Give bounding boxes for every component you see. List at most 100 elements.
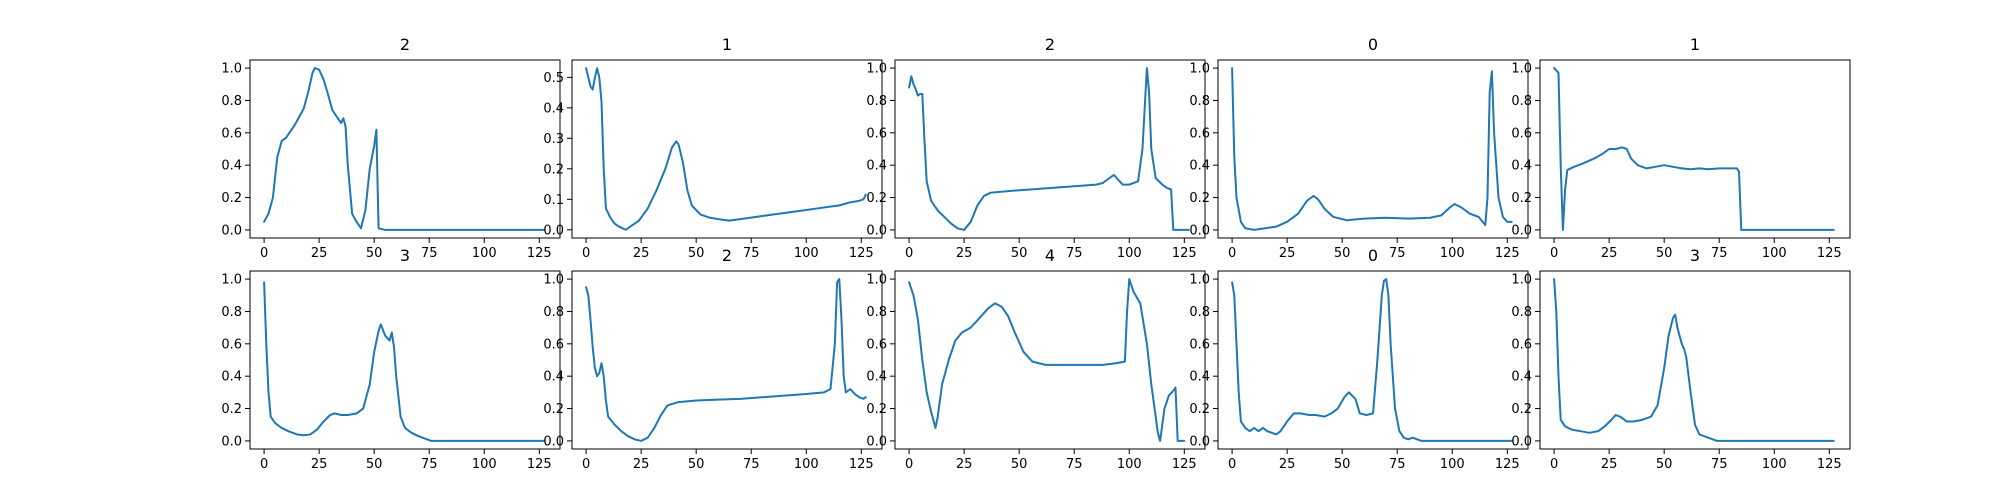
- axes-frame: [249, 270, 561, 450]
- chart-title: 2: [400, 35, 410, 54]
- x-tick-label: 75: [743, 457, 760, 472]
- chart-panel-10: 3 0 25 50 75 100 125 0.0 0.2 0.4 0.6 0.8 1.0: [1511, 246, 1851, 472]
- axes-frame: [894, 59, 1206, 239]
- y-tick-label: 0.0: [1511, 434, 1532, 449]
- x-tick-label: 100: [1117, 246, 1142, 261]
- x-tick-label: 125: [849, 457, 874, 472]
- y-tick-label: 1.0: [1189, 62, 1210, 77]
- x-tick-label: 50: [366, 457, 383, 472]
- x-tick-label: 25: [956, 457, 973, 472]
- x-tick-label: 0: [1228, 457, 1236, 472]
- y-tick-label: 0.0: [221, 434, 242, 449]
- y-tick-label: 0.2: [1511, 191, 1532, 206]
- y-tick-label: 0.5: [543, 71, 564, 86]
- x-tick-label: 125: [1817, 246, 1842, 261]
- series-line: [908, 278, 1186, 442]
- axes-frame: [571, 270, 883, 450]
- x-tick-label: 50: [1656, 246, 1673, 261]
- x-tick-label: 125: [1495, 246, 1520, 261]
- x-tick-label: 125: [1172, 246, 1197, 261]
- y-tick-label: 0.2: [1189, 191, 1210, 206]
- x-tick-label: 50: [1011, 457, 1028, 472]
- x-tick-label: 25: [311, 246, 328, 261]
- chart-panel-6: 3 0 25 50 75 100 125 0.0 0.2 0.4 0.6 0.8 1.0: [221, 246, 561, 472]
- x-tick-label: 0: [260, 457, 268, 472]
- y-tick-label: 1.0: [221, 273, 242, 288]
- y-tick-label: 0.6: [221, 337, 242, 352]
- y-tick-label: 0.0: [543, 223, 564, 238]
- x-tick-label: 100: [1117, 457, 1142, 472]
- y-tick-label: 0.4: [1189, 159, 1210, 174]
- axes-frame: [249, 59, 561, 239]
- axes-frame: [1217, 270, 1529, 450]
- series-line: [263, 67, 545, 231]
- x-tick-label: 25: [956, 246, 973, 261]
- x-tick-label: 0: [1228, 246, 1236, 261]
- chart-title: 4: [1045, 246, 1055, 265]
- chart-title: 3: [400, 246, 410, 265]
- y-tick-label: 0.2: [866, 402, 887, 417]
- axes-frame: [571, 59, 883, 239]
- y-tick-label: 0.1: [543, 193, 564, 208]
- y-tick-label: 0.0: [1189, 434, 1210, 449]
- x-tick-label: 100: [1762, 457, 1787, 472]
- x-tick-label: 25: [1601, 246, 1618, 261]
- x-tick-label: 100: [472, 246, 497, 261]
- chart-panel-5: 1 0 25 50 75 100 125 0.0 0.2 0.4 0.6 0.8 1.0: [1511, 35, 1851, 261]
- y-tick-label: 0.2: [1189, 402, 1210, 417]
- y-tick-label: 0.0: [221, 223, 242, 238]
- x-tick-label: 0: [260, 246, 268, 261]
- y-tick-label: 0.8: [1511, 305, 1532, 320]
- series-line: [263, 281, 545, 442]
- x-tick-label: 75: [1066, 457, 1083, 472]
- x-tick-label: 75: [1389, 457, 1406, 472]
- y-tick-label: 0.4: [543, 101, 564, 116]
- y-tick-label: 0.6: [1189, 337, 1210, 352]
- x-tick-label: 75: [1066, 246, 1083, 261]
- y-tick-label: 0.6: [543, 337, 564, 352]
- y-tick-label: 0.2: [543, 402, 564, 417]
- series-line: [908, 67, 1190, 231]
- y-tick-label: 0.4: [221, 159, 242, 174]
- x-tick-label: 75: [1389, 246, 1406, 261]
- series-line: [1231, 278, 1513, 442]
- x-tick-label: 50: [1656, 457, 1673, 472]
- x-tick-label: 100: [1440, 457, 1465, 472]
- y-tick-label: 0.4: [866, 159, 887, 174]
- y-tick-label: 0.2: [1511, 402, 1532, 417]
- y-tick-label: 1.0: [543, 273, 564, 288]
- y-tick-label: 0.8: [1511, 94, 1532, 109]
- x-tick-label: 125: [1817, 457, 1842, 472]
- series-line: [1553, 278, 1835, 442]
- y-tick-label: 1.0: [866, 273, 887, 288]
- y-tick-label: 0.2: [866, 191, 887, 206]
- y-tick-label: 1.0: [866, 62, 887, 77]
- x-tick-label: 100: [472, 457, 497, 472]
- x-tick-label: 50: [1334, 457, 1351, 472]
- chart-title: 1: [722, 35, 732, 54]
- x-tick-label: 25: [1279, 457, 1296, 472]
- y-tick-label: 0.0: [1189, 223, 1210, 238]
- y-tick-label: 0.4: [866, 370, 887, 385]
- y-tick-label: 0.6: [866, 337, 887, 352]
- axes-frame: [1217, 59, 1529, 239]
- x-tick-label: 25: [1279, 246, 1296, 261]
- y-tick-label: 0.3: [543, 132, 564, 147]
- y-tick-label: 0.0: [543, 434, 564, 449]
- y-tick-label: 0.4: [1511, 370, 1532, 385]
- axes-frame: [894, 270, 1206, 450]
- x-tick-label: 125: [1172, 457, 1197, 472]
- y-tick-label: 1.0: [1189, 273, 1210, 288]
- y-tick-label: 0.6: [221, 126, 242, 141]
- y-tick-label: 0.4: [543, 370, 564, 385]
- y-tick-label: 1.0: [1511, 273, 1532, 288]
- chart-panel-4: 0 0 25 50 75 100 125 0.0 0.2 0.4 0.6 0.8 1.0: [1189, 35, 1529, 261]
- axes-frame: [1539, 270, 1851, 450]
- chart-panel-7: 2 0 25 50 75 100 125 0.0 0.2 0.4 0.6 0.8 1.0: [543, 246, 883, 472]
- series-line: [585, 67, 867, 231]
- x-tick-label: 125: [527, 246, 552, 261]
- x-tick-label: 75: [421, 457, 438, 472]
- y-tick-label: 0.4: [1189, 370, 1210, 385]
- x-tick-label: 50: [1011, 246, 1028, 261]
